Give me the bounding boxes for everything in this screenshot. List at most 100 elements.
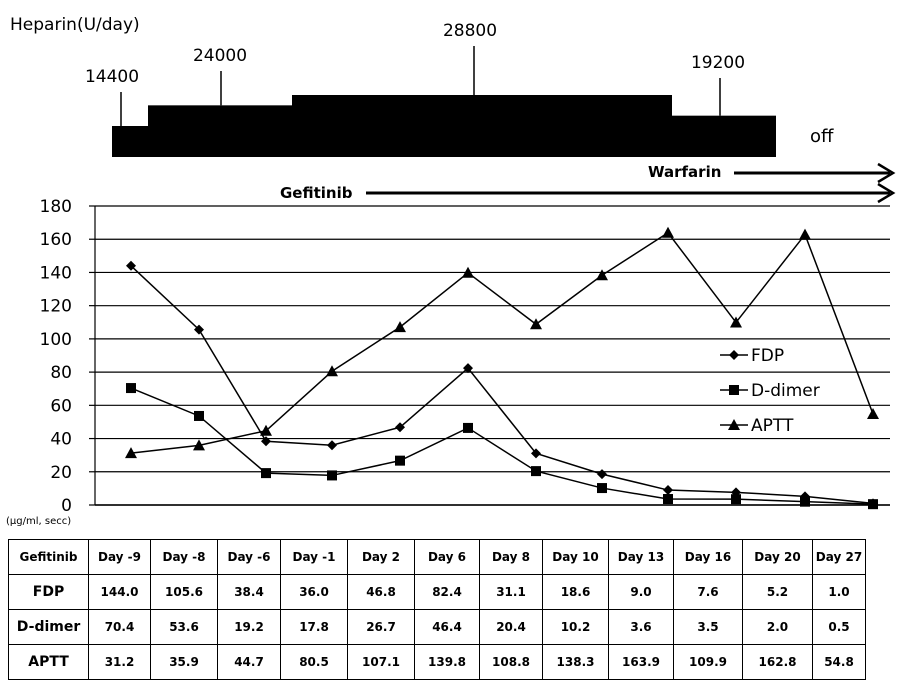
table-column-header: Day 20 [742, 539, 813, 575]
data-point-d-dimer [463, 422, 473, 433]
series-line-aptt [130, 231, 874, 454]
series-line-fdp [130, 265, 874, 505]
data-point-aptt [662, 226, 674, 238]
table-cell: 18.6 [542, 574, 609, 610]
warfarin-arrow [734, 162, 896, 184]
table-row-label: APTT [8, 644, 89, 680]
table-cell: 26.7 [347, 609, 415, 645]
table-cell: 109.9 [673, 644, 743, 680]
data-point-fdp [463, 363, 473, 374]
legend-label-aptt: APTT [751, 416, 794, 436]
data-point-d-dimer [800, 496, 810, 507]
heparin-dose-label: 28800 [443, 21, 497, 41]
y-tick-label: 160 [40, 230, 72, 250]
legend-item-aptt: APTT [720, 416, 794, 436]
warfarin-label: Warfarin [648, 163, 721, 181]
y-tick-label: 40 [50, 430, 72, 450]
data-point-aptt [394, 321, 406, 333]
y-tick-label: 80 [50, 363, 72, 383]
table-cell: 107.1 [347, 644, 415, 680]
table-corner-label: Gefitinib [8, 539, 89, 575]
legend-item-fdp: FDP [720, 346, 784, 366]
heparin-dose-labels: 14400 24000 28800 19200 [85, 21, 745, 87]
chart-series [125, 226, 879, 510]
table-cell: 46.4 [414, 609, 480, 645]
data-point-fdp [126, 260, 136, 271]
data-point-aptt [799, 228, 811, 240]
table-column-header: Day -1 [280, 539, 348, 575]
gefitinib-label: Gefitinib [280, 184, 353, 202]
table-column-header: Day 16 [673, 539, 743, 575]
table-cell: 162.8 [742, 644, 813, 680]
table-cell: 105.6 [150, 574, 218, 610]
heparin-title: Heparin(U/day) [10, 15, 140, 35]
data-point-aptt [462, 266, 474, 278]
y-tick-label: 120 [40, 297, 72, 317]
legend-label-d-dimer: D-dimer [751, 381, 820, 401]
table-cell: 108.8 [479, 644, 543, 680]
gefitinib-arrow [366, 182, 896, 204]
data-point-aptt [596, 269, 608, 281]
unit-label: (μg/ml, secc) [6, 516, 71, 527]
table-cell: 10.2 [542, 609, 609, 645]
heparin-bar-0 [112, 126, 148, 157]
data-point-fdp [395, 422, 405, 433]
legend-marker-d-dimer [729, 385, 739, 395]
table-column-header: Day 13 [608, 539, 674, 575]
table-cell: 0.5 [812, 609, 866, 645]
data-point-aptt [193, 439, 205, 451]
y-axis-ticks: 0 20 40 60 80 100 120 140 160 180 [40, 197, 72, 516]
data-point-fdp [327, 440, 337, 451]
table-row: APTT 31.2 35.9 44.7 80.5 107.1 139.8 108.8 138.3… [8, 644, 866, 680]
table-cell: 5.2 [742, 574, 813, 610]
data-point-d-dimer [395, 455, 405, 466]
table-column-header: Day 27 [812, 539, 866, 575]
table-cell: 7.6 [673, 574, 743, 610]
chart-legend: FDP D-dimer APTT [720, 346, 820, 436]
table-cell: 138.3 [542, 644, 609, 680]
legend-item-d-dimer: D-dimer [720, 381, 820, 401]
table-header-row: Gefitinib Day -9 Day -8 Day -6 Day -1 Day 2 Da… [8, 539, 866, 575]
data-point-d-dimer [663, 494, 673, 505]
table-column-header: Day -6 [217, 539, 281, 575]
table-row: D-dimer 70.4 53.6 19.2 17.8 26.7 46.4 20.4 10.2 3… [8, 609, 866, 645]
table-cell: 20.4 [479, 609, 543, 645]
table-column-header: Day 6 [414, 539, 480, 575]
data-point-d-dimer [868, 499, 878, 510]
heparin-dose-label: 19200 [691, 53, 745, 73]
table-column-header: Day 8 [479, 539, 543, 575]
series-line-d-dimer [130, 387, 874, 505]
heparin-off-label: off [810, 126, 834, 147]
table-column-header: Day -9 [88, 539, 151, 575]
table-cell: 9.0 [608, 574, 674, 610]
data-point-d-dimer [327, 470, 337, 481]
y-tick-label: 100 [40, 330, 72, 350]
data-point-d-dimer [531, 466, 541, 477]
heparin-dose-label: 24000 [193, 46, 247, 66]
table-cell: 139.8 [414, 644, 480, 680]
data-point-fdp [531, 448, 541, 459]
data-point-fdp [663, 485, 673, 496]
table-cell: 2.0 [742, 609, 813, 645]
table-cell: 36.0 [280, 574, 348, 610]
table-cell: 82.4 [414, 574, 480, 610]
legend-marker-aptt [728, 419, 740, 430]
table-cell: 19.2 [217, 609, 281, 645]
y-tick-label: 20 [50, 463, 72, 483]
data-point-d-dimer [731, 494, 741, 505]
table-cell: 17.8 [280, 609, 348, 645]
table-cell: 70.4 [88, 609, 151, 645]
chart-gridlines [89, 205, 890, 506]
table-cell: 38.4 [217, 574, 281, 610]
data-point-d-dimer [126, 383, 136, 394]
table-cell: 163.9 [608, 644, 674, 680]
data-point-fdp [194, 324, 204, 335]
table-column-header: Day 2 [347, 539, 415, 575]
y-tick-label: 60 [50, 396, 72, 416]
data-point-aptt [125, 447, 137, 459]
table-cell: 44.7 [217, 644, 281, 680]
heparin-bar-2 [292, 95, 672, 157]
data-point-fdp [597, 469, 607, 480]
heparin-dose-label: 14400 [85, 67, 139, 87]
data-point-d-dimer [261, 468, 271, 479]
